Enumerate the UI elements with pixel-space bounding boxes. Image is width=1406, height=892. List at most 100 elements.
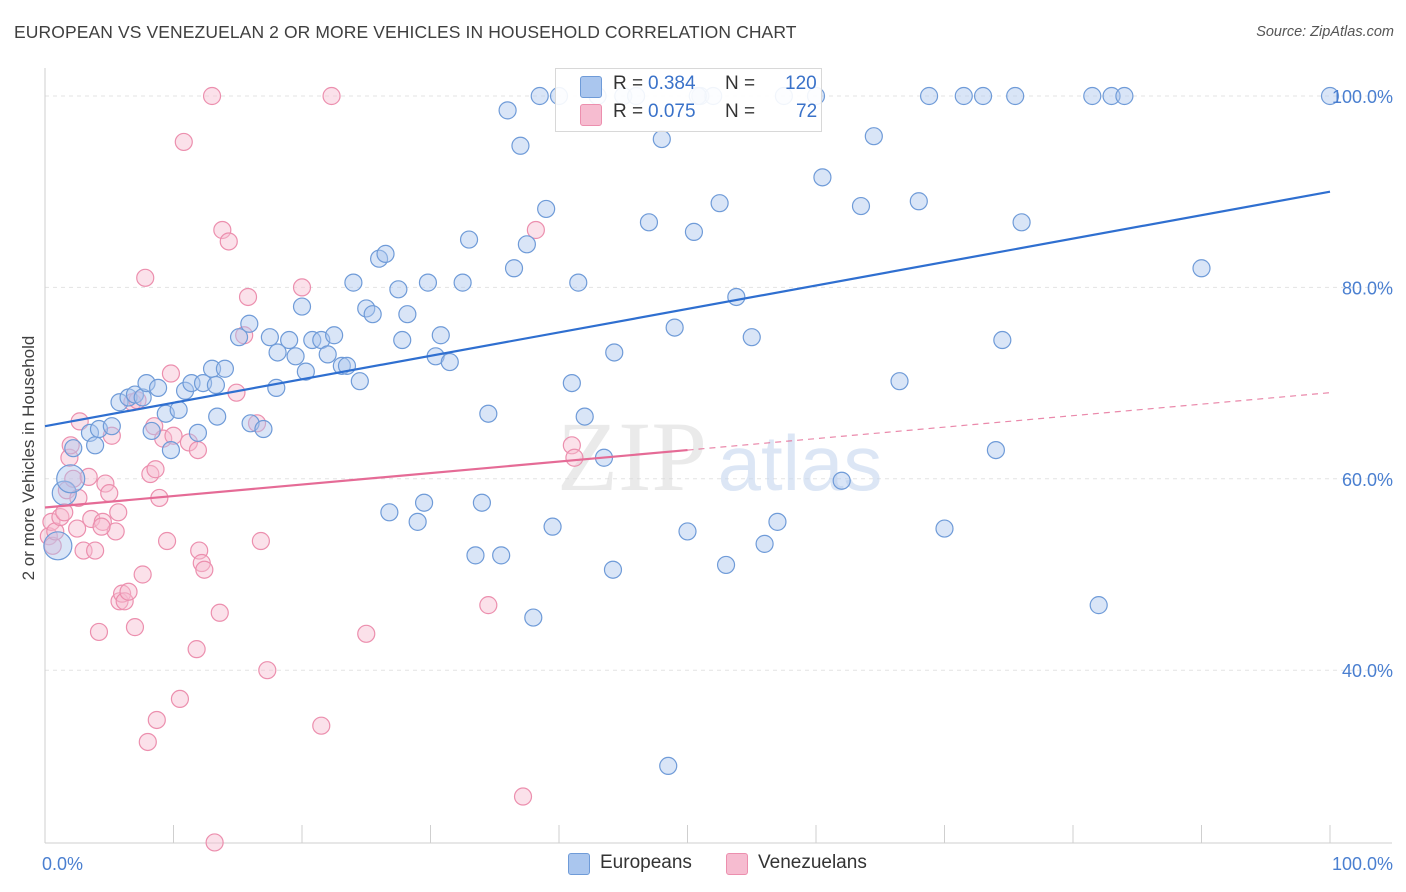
venezuelans-swatch xyxy=(580,104,602,126)
venezuelans-point xyxy=(136,268,155,287)
europeans-point xyxy=(543,517,562,536)
venezuelans-point xyxy=(55,503,74,522)
europeans-point xyxy=(727,287,746,307)
europeans-point xyxy=(254,419,273,439)
x-tick-label-max: 100.0% xyxy=(1332,854,1393,874)
europeans-r-value: 0.384 xyxy=(648,73,696,94)
venezuelans-point xyxy=(109,503,128,522)
watermark-atlas: atlas xyxy=(718,419,883,507)
venezuelans-legend-swatch xyxy=(726,853,748,875)
europeans-point xyxy=(408,512,427,531)
europeans-point xyxy=(479,404,498,423)
chart-title: EUROPEAN VS VENEZUELAN 2 OR MORE VEHICLE… xyxy=(14,22,797,42)
venezuelans-point xyxy=(145,417,164,436)
europeans-point xyxy=(208,407,227,426)
venezuelans-point xyxy=(68,519,87,538)
venezuelans-point xyxy=(187,640,206,659)
europeans-point xyxy=(742,328,761,347)
venezuelans-point xyxy=(526,220,545,240)
venezuelans-point xyxy=(205,833,224,852)
europeans-point xyxy=(537,199,556,219)
r-label: R = xyxy=(613,73,644,94)
europeans-point xyxy=(206,375,226,395)
venezuelans-point xyxy=(69,488,88,508)
venezuelans-point xyxy=(170,689,190,709)
europeans-point xyxy=(504,259,524,278)
europeans-point xyxy=(768,512,787,531)
europeans-point xyxy=(393,330,412,350)
source-label: Source: ZipAtlas.com xyxy=(1256,24,1394,40)
europeans-point xyxy=(575,407,594,426)
watermark-zip: ZIP xyxy=(557,401,707,512)
venezuelans-point xyxy=(157,531,177,551)
europeans-point xyxy=(380,503,399,522)
x-tick-label-min: 0.0% xyxy=(42,854,83,874)
europeans-n-value: 120 xyxy=(785,73,817,94)
venezuelans-point xyxy=(115,592,134,611)
europeans-point xyxy=(678,522,697,541)
europeans-point xyxy=(851,196,871,216)
europeans-point xyxy=(603,560,623,579)
venezuelans-point xyxy=(100,484,119,503)
venezuelans-point xyxy=(61,436,80,455)
venezuelans-r-value: 0.075 xyxy=(648,101,696,122)
europeans-point xyxy=(684,222,704,241)
europeans-point xyxy=(511,136,530,155)
europeans-point xyxy=(864,127,883,146)
y-tick-label: 100.0% xyxy=(1332,87,1393,107)
europeans-point xyxy=(56,464,86,494)
europeans-point xyxy=(148,378,168,397)
venezuelans-point xyxy=(119,582,138,601)
venezuelans-point xyxy=(357,624,376,643)
europeans-point xyxy=(431,326,450,345)
n-label: N = xyxy=(725,73,756,94)
venezuelans-point xyxy=(42,512,61,531)
europeans-point xyxy=(229,328,249,347)
europeans-point xyxy=(350,372,369,391)
tick-labels: 40.0% 60.0% 80.0% 100.0% 0.0% 100.0% 2 or more… xyxy=(19,87,1393,874)
y-tick-label: 60.0% xyxy=(1342,470,1393,490)
europeans-point xyxy=(142,421,161,441)
europeans-point xyxy=(1006,86,1025,106)
venezuelans-point xyxy=(513,787,533,806)
europeans-point xyxy=(652,129,671,149)
r-label: R = xyxy=(613,101,644,122)
europeans-point xyxy=(710,194,729,213)
europeans-point xyxy=(605,343,624,362)
stats-legend: R = 0.384 N = 120 R = 0.075 N = 72 xyxy=(555,68,822,132)
europeans-point xyxy=(1083,86,1102,106)
venezuelans-point xyxy=(251,531,270,551)
venezuelans-n-value: 72 xyxy=(796,101,818,122)
trend-lines xyxy=(44,190,1331,509)
europeans-point xyxy=(524,608,543,627)
europeans-point xyxy=(919,86,939,106)
europeans-point xyxy=(832,471,851,490)
venezuelans-point xyxy=(219,232,238,251)
europeans-point xyxy=(1089,596,1108,615)
europeans-point xyxy=(161,440,181,460)
europeans-point xyxy=(755,534,774,553)
europeans-point xyxy=(1012,213,1031,232)
venezuelans-point xyxy=(82,509,101,529)
europeans-point xyxy=(909,192,928,211)
europeans-point xyxy=(137,374,156,393)
venezuelans-point xyxy=(188,440,208,460)
europeans-point xyxy=(1320,86,1340,106)
europeans-point xyxy=(530,86,549,106)
europeans-point xyxy=(398,305,417,324)
n-label: N = xyxy=(725,101,756,122)
europeans-point xyxy=(517,235,536,254)
venezuelans-point xyxy=(312,716,331,735)
europeans-point xyxy=(268,343,287,362)
europeans-point xyxy=(418,273,438,292)
europeans-point xyxy=(280,330,299,350)
venezuelans-point xyxy=(322,86,341,106)
europeans-point xyxy=(498,101,517,120)
europeans-point xyxy=(993,330,1012,350)
europeans-point xyxy=(188,423,208,442)
venezuelans-point xyxy=(133,565,152,584)
europeans-point xyxy=(569,273,588,292)
europeans-point xyxy=(260,328,279,347)
europeans-point xyxy=(562,374,581,393)
